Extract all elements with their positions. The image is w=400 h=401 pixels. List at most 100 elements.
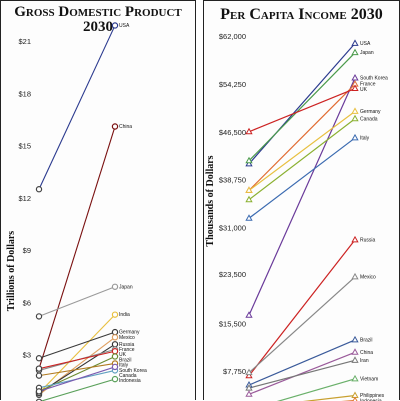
gdp-point-marker bbox=[111, 353, 119, 360]
gdp-point-marker bbox=[111, 363, 119, 371]
gdp-point-marker bbox=[111, 375, 119, 383]
pci-point-marker bbox=[245, 127, 253, 135]
gdp-y-axis-label: Trillions of Dollars bbox=[6, 231, 17, 311]
gdp-series-label: Indonesia bbox=[119, 378, 141, 384]
pci-series-line bbox=[248, 137, 356, 219]
pci-point-marker bbox=[245, 384, 253, 391]
gdp-point-marker bbox=[111, 311, 119, 318]
pci-point-marker bbox=[351, 114, 359, 122]
pci-series-line bbox=[276, 378, 356, 401]
gdp-y-tick-label: $12 bbox=[18, 194, 31, 203]
pci-series-label: Iran bbox=[360, 358, 369, 364]
gdp-point-marker bbox=[35, 372, 43, 379]
pci-series-line bbox=[248, 239, 356, 377]
pci-series-label: Brazil bbox=[360, 337, 373, 343]
pci-series-label: Vietnam bbox=[360, 376, 378, 382]
gdp-series-line bbox=[38, 362, 116, 377]
gdp-series-label: China bbox=[119, 124, 132, 130]
gdp-point-marker bbox=[35, 365, 43, 372]
pci-point-marker bbox=[351, 39, 359, 46]
gdp-series-line bbox=[38, 286, 116, 317]
pci-point-marker bbox=[245, 368, 253, 376]
pci-chart-svg: Thousands of Dollars $7,750 $15,500 $23,500… bbox=[205, 32, 388, 401]
pci-chart-title: Per Capita Income 2030 bbox=[220, 6, 383, 23]
pci-series-label: Russia bbox=[360, 237, 376, 243]
gdp-point-marker bbox=[111, 22, 119, 29]
gdp-y-tick-label: $3 bbox=[23, 351, 31, 360]
gdp-point-marker bbox=[111, 283, 119, 290]
pci-point-marker bbox=[245, 311, 253, 318]
gdp-series-label: Mexico bbox=[119, 335, 135, 341]
pci-series-label: Germany bbox=[360, 109, 381, 115]
pci-point-marker bbox=[351, 272, 359, 280]
pci-series-label: UK bbox=[360, 87, 368, 93]
gdp-series-line bbox=[38, 350, 116, 370]
pci-series-label: USA bbox=[360, 41, 371, 47]
gdp-series-line bbox=[38, 314, 116, 394]
gdp-series-label: France bbox=[119, 347, 135, 353]
gdp-series-label: Canada bbox=[119, 373, 137, 379]
pci-series-label: China bbox=[360, 350, 373, 356]
pci-y-tick-label: $62,000 bbox=[219, 32, 246, 41]
gdp-series-line bbox=[38, 331, 116, 359]
pci-series-label: France bbox=[360, 82, 376, 88]
pci-series-line bbox=[248, 118, 356, 201]
pci-y-tick-label: $7,750 bbox=[223, 367, 246, 376]
gdp-chart-svg: Trillions of Dollars $3 $6 $9 $12 $15 $18 $21 US… bbox=[6, 22, 147, 401]
pci-y-tick-label: $23,500 bbox=[219, 270, 246, 279]
pci-series-line bbox=[302, 394, 356, 401]
pci-point-marker bbox=[351, 107, 359, 114]
gdp-point-marker bbox=[35, 388, 43, 395]
pci-series-label: Italy bbox=[360, 135, 370, 141]
gdp-series-label: Italy bbox=[119, 363, 129, 369]
pci-series-line bbox=[248, 359, 356, 389]
gdp-series-line bbox=[38, 366, 116, 392]
gdp-series-label: India bbox=[119, 312, 130, 318]
pci-chart-panel: Per Capita Income 2030 Thousands of Doll… bbox=[203, 0, 400, 401]
pci-y-axis-label: Thousands of Dollars bbox=[205, 155, 216, 246]
gdp-point-marker bbox=[111, 348, 119, 355]
pci-point-marker bbox=[245, 371, 253, 379]
pci-series-label: Japan bbox=[360, 50, 374, 56]
pci-series-line bbox=[248, 77, 356, 316]
pci-series-line bbox=[248, 339, 356, 386]
gdp-point-marker bbox=[111, 328, 119, 336]
gdp-y-tick-label: $6 bbox=[23, 298, 31, 307]
pci-y-tick-label: $38,750 bbox=[219, 176, 246, 185]
pci-point-marker bbox=[245, 214, 253, 221]
pci-series-line bbox=[248, 52, 356, 162]
gdp-point-marker bbox=[111, 123, 119, 130]
gdp-series-label: Brazil bbox=[119, 357, 132, 363]
pci-point-marker bbox=[351, 235, 359, 243]
gdp-series-label: USA bbox=[119, 23, 130, 29]
pci-series-label: Philippines bbox=[360, 393, 385, 399]
pci-y-tick-label: $31,000 bbox=[219, 224, 246, 233]
pci-series-line bbox=[248, 351, 356, 395]
pci-series-line bbox=[248, 276, 356, 374]
gdp-point-marker bbox=[111, 341, 119, 348]
gdp-series-label: UK bbox=[119, 352, 127, 358]
pci-point-marker bbox=[351, 374, 359, 382]
pci-series-label: Canada bbox=[360, 116, 378, 122]
gdp-y-tick-label: $18 bbox=[18, 89, 31, 98]
gdp-series-label: South Korea bbox=[119, 368, 147, 374]
gdp-point-marker bbox=[35, 186, 43, 193]
pci-point-marker bbox=[245, 195, 253, 203]
gdp-series-label: Germany bbox=[119, 330, 140, 336]
gdp-chart-panel: Gross Domestic Product 2030 Trillions of… bbox=[0, 0, 196, 401]
pci-point-marker bbox=[245, 390, 253, 397]
gdp-series-line bbox=[39, 378, 116, 401]
gdp-chart-title: Gross Domestic Product 2030 bbox=[14, 4, 182, 35]
gdp-series-label: Japan bbox=[119, 284, 133, 290]
pci-y-tick-label: $46,500 bbox=[219, 128, 246, 137]
gdp-series-label: Russia bbox=[119, 342, 135, 348]
pci-point-marker bbox=[245, 159, 253, 167]
pci-series-line bbox=[248, 87, 356, 133]
pci-point-marker bbox=[245, 156, 253, 164]
pci-point-marker bbox=[351, 348, 359, 355]
gdp-series-line bbox=[38, 25, 116, 190]
pci-series-label: Mexico bbox=[360, 274, 376, 280]
pci-y-tick-label: $15,500 bbox=[219, 319, 246, 328]
gdp-series-line bbox=[38, 126, 116, 369]
gdp-point-marker bbox=[35, 313, 43, 320]
